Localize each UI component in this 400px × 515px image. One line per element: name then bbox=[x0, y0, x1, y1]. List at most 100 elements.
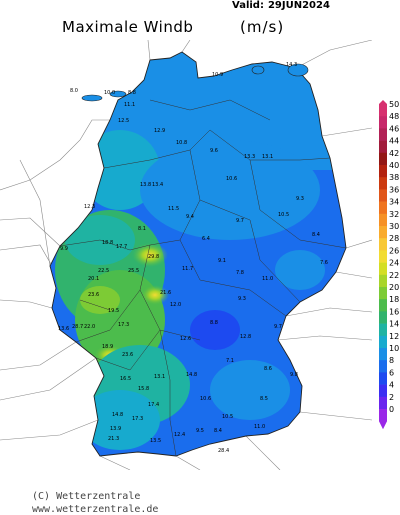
legend-tick-label: 24 bbox=[389, 259, 399, 268]
legend-swatch bbox=[379, 140, 387, 154]
station-value: 11.1 bbox=[124, 102, 135, 108]
station-value: 14.8 bbox=[186, 372, 197, 378]
valid-label: Valid: 29JUN2024 bbox=[228, 0, 330, 11]
legend-swatch bbox=[379, 152, 387, 166]
station-value: 23.6 bbox=[88, 292, 99, 298]
legend-swatch bbox=[379, 396, 387, 410]
website-url: www.wetterzentrale.de bbox=[32, 504, 159, 515]
station-value: 13.5 bbox=[150, 438, 161, 444]
station-value: 12.6 bbox=[180, 336, 191, 342]
legend-swatch bbox=[379, 372, 387, 385]
station-value: 7.1 bbox=[226, 358, 234, 364]
legend-swatch bbox=[379, 299, 387, 312]
station-value: 21.6 bbox=[160, 290, 171, 296]
station-value: 9.4 bbox=[186, 214, 194, 220]
legend-tick-label: 22 bbox=[389, 271, 399, 280]
station-value: 12.4 bbox=[174, 432, 185, 438]
station-labels: 14.3 10.9 8.0 10.0 8.8 11.1 13.3 13.1 12.9 10.8 9.… bbox=[58, 62, 328, 454]
station-value: 7.6 bbox=[320, 260, 328, 266]
station-value: 12.3 bbox=[84, 204, 95, 210]
legend-tick-label: 40 bbox=[389, 161, 399, 170]
legend-tick-label: 32 bbox=[389, 210, 399, 219]
islands bbox=[81, 63, 309, 102]
station-value: 12.9 bbox=[154, 128, 165, 134]
legend-tick-label: 6 bbox=[389, 368, 394, 377]
station-value: 13.6 bbox=[58, 326, 69, 332]
wind-gust-map: 14.3 10.9 8.0 10.0 8.8 11.1 13.3 13.1 12.9 10.8 9.… bbox=[0, 40, 372, 470]
station-value: 8.0 bbox=[70, 88, 78, 94]
unit-label: (m/s) bbox=[240, 18, 285, 36]
station-value: 8.8 bbox=[128, 90, 136, 96]
station-value: 9.7 bbox=[236, 218, 244, 224]
state-borders bbox=[59, 99, 347, 457]
legend-tick-label: 12 bbox=[389, 332, 399, 341]
legend-swatch bbox=[379, 165, 387, 178]
legend-swatch bbox=[379, 335, 387, 349]
legend-swatch bbox=[379, 177, 387, 190]
station-value: 21.3 bbox=[108, 436, 119, 442]
station-value: 22.5 bbox=[98, 268, 109, 274]
station-value: 9.3 bbox=[238, 296, 246, 302]
legend-tick-label: 0 bbox=[389, 405, 394, 414]
legend-swatch bbox=[379, 201, 387, 215]
station-value: 10.6 bbox=[226, 176, 237, 182]
legend-swatch bbox=[379, 384, 387, 398]
station-value: 8.4 bbox=[214, 428, 222, 434]
legend-tick-label: 44 bbox=[389, 137, 399, 146]
station-value: 13.4 bbox=[152, 182, 163, 188]
copyright-text: (C) Wetterzentrale bbox=[32, 491, 141, 502]
legend-swatch bbox=[379, 189, 387, 202]
legend-tick-label: 38 bbox=[389, 173, 399, 182]
station-value: 20.1 bbox=[88, 276, 99, 282]
legend-tick-label: 10 bbox=[389, 344, 399, 353]
legend-swatch bbox=[379, 311, 387, 324]
legend-swatch bbox=[379, 116, 387, 129]
legend-tick-label: 20 bbox=[389, 283, 399, 292]
station-value: 28.4 bbox=[218, 448, 229, 454]
station-value: 29.8 bbox=[148, 254, 159, 260]
station-value: 18.9 bbox=[102, 344, 113, 350]
legend-tick-label: 8 bbox=[389, 356, 394, 365]
station-value: 15.8 bbox=[138, 386, 149, 392]
legend-tick-label: 34 bbox=[389, 198, 399, 207]
station-value: 9.8 bbox=[290, 372, 298, 378]
station-value: 22.0 bbox=[84, 324, 95, 330]
legend-tick-label: 14 bbox=[389, 320, 399, 329]
station-value: 10.9 bbox=[212, 72, 223, 78]
station-value: 13.9 bbox=[110, 426, 121, 432]
station-value: 10.0 bbox=[104, 90, 115, 96]
legend-tick-label: 48 bbox=[389, 112, 399, 121]
station-value: 12.0 bbox=[170, 302, 181, 308]
station-value: 9.9 bbox=[60, 246, 68, 252]
valid-date: 29JUN2024 bbox=[267, 0, 330, 11]
legend-swatch bbox=[379, 262, 387, 276]
legend-swatch bbox=[379, 128, 387, 141]
station-value: 17.4 bbox=[148, 402, 159, 408]
station-value: 12.5 bbox=[118, 118, 129, 124]
legend-tick-label: 30 bbox=[389, 222, 399, 231]
legend-tick-label: 4 bbox=[389, 381, 394, 390]
legend-swatch bbox=[379, 250, 387, 263]
legend-tick-label: 16 bbox=[389, 307, 399, 316]
station-value: 8.1 bbox=[138, 226, 146, 232]
station-value: 17.3 bbox=[118, 322, 129, 328]
legend-swatch bbox=[379, 360, 387, 373]
station-value: 28.7 bbox=[72, 324, 83, 330]
legend-swatch bbox=[379, 409, 387, 422]
station-value: 13.8 bbox=[140, 182, 151, 188]
station-value: 13.1 bbox=[154, 374, 165, 380]
legend-swatch bbox=[379, 274, 387, 288]
station-value: 9.6 bbox=[210, 148, 218, 154]
color-legend: 5048464442403836343230282624222018161412… bbox=[379, 100, 399, 430]
legend-swatch bbox=[379, 104, 387, 117]
station-value: 12.8 bbox=[240, 334, 251, 340]
station-value: 11.7 bbox=[182, 266, 193, 272]
legend-tick-label: 36 bbox=[389, 185, 399, 194]
legend-swatch bbox=[379, 323, 387, 337]
station-value: 6.4 bbox=[202, 236, 210, 242]
station-value: 19.5 bbox=[108, 308, 119, 314]
neighbour-borders bbox=[0, 40, 372, 470]
station-value: 10.8 bbox=[176, 140, 187, 146]
legend-swatch bbox=[379, 213, 387, 227]
station-value: 10.5 bbox=[278, 212, 289, 218]
